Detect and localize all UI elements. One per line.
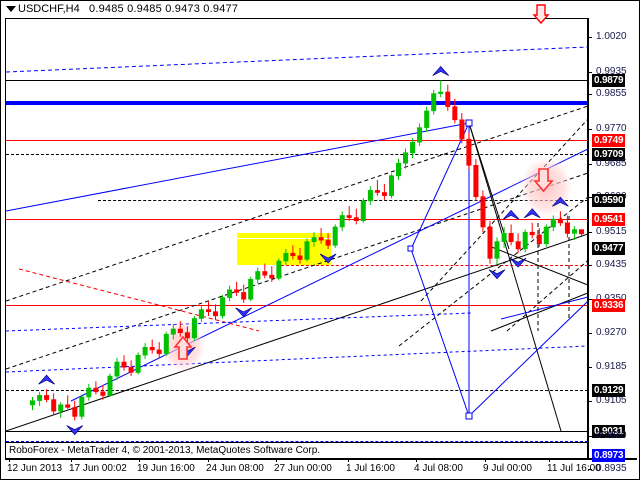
price-tick: [588, 469, 592, 470]
price-tag[interactable]: 0.9336: [592, 299, 626, 312]
price-label: 0.9685: [596, 158, 627, 169]
price-tick: [588, 299, 592, 300]
price-tag[interactable]: 0.9031: [592, 425, 626, 438]
time-label: 12 Jun 2013: [7, 463, 63, 474]
time-tick: [208, 458, 209, 462]
price-label: 0.9935: [596, 66, 627, 77]
symbol-timeframe-label: USDCHF,H4: [18, 3, 80, 15]
price-tick: [588, 232, 592, 233]
price-tag[interactable]: 0.9709: [592, 148, 626, 161]
price-tag[interactable]: 0.9477: [592, 242, 626, 255]
price-tag[interactable]: 0.9590: [592, 194, 626, 207]
level-line-0-8973[interactable]: [6, 441, 588, 442]
plot-bottom-border: [5, 442, 588, 443]
price-tag[interactable]: 0.9541: [592, 213, 626, 226]
time-tick: [276, 458, 277, 462]
time-tick: [139, 458, 140, 462]
price-tag[interactable]: 0.9749: [592, 134, 626, 147]
copyright-text: RoboForex - MetaTrader 4, © 2001-2013, M…: [9, 445, 321, 456]
price-label: 0.9020: [596, 430, 627, 441]
price-label: 1.0020: [596, 31, 627, 42]
price-label: 0.9855: [596, 88, 627, 99]
level-line-0-9749[interactable]: [6, 140, 588, 141]
price-tick: [588, 94, 592, 95]
level-line-0-9031[interactable]: [6, 431, 588, 432]
level-line-0-9709[interactable]: [6, 154, 588, 155]
price-label: 0.8935: [596, 463, 627, 474]
level-line-0-9541[interactable]: [6, 219, 588, 220]
price-tick: [588, 129, 592, 130]
price-tag[interactable]: 0.9129: [592, 384, 626, 397]
price-label: 0.9185: [596, 361, 627, 372]
time-label: 19 Jun 16:00: [137, 463, 195, 474]
level-line-0-9590[interactable]: [98, 200, 588, 201]
consolidation-zone-midline: [237, 238, 331, 239]
level-line-0-9879[interactable]: [6, 80, 588, 81]
time-tick: [485, 458, 486, 462]
price-tag[interactable]: 0.8973: [592, 449, 626, 462]
time-label: 24 Jun 08:00: [206, 463, 264, 474]
level-line-0-9435[interactable]: [281, 265, 588, 266]
price-tick: [588, 265, 592, 266]
level-line-0-9129[interactable]: [6, 390, 588, 391]
price-label: 0.9515: [596, 226, 627, 237]
time-tick: [348, 458, 349, 462]
ohlc-values: 0.9485 0.9485 0.9473 0.9477: [89, 3, 239, 15]
price-tick: [588, 367, 592, 368]
time-label: 11 Jul 16:00: [547, 463, 601, 474]
price-tick: [588, 72, 592, 73]
price-tag[interactable]: 0.9879: [592, 74, 626, 87]
price-tick: [588, 401, 592, 402]
time-tick: [9, 458, 10, 462]
price-tick: [588, 333, 592, 334]
price-tick: [588, 164, 592, 165]
price-label: 0.9270: [596, 327, 627, 338]
level-line-blue-thick[interactable]: [6, 101, 588, 105]
time-label: 27 Jun 00:00: [274, 463, 332, 474]
time-label: 9 Jul 00:00: [483, 463, 532, 474]
price-tick: [588, 37, 592, 38]
time-label: 17 Jun 00:02: [69, 463, 127, 474]
price-label: 0.9105: [596, 395, 627, 406]
time-axis-border: [5, 458, 637, 460]
time-tick: [416, 458, 417, 462]
time-label: 1 Jul 16:00: [346, 463, 395, 474]
chart-header: USDCHF,H4 0.9485 0.9485 0.9473 0.9477: [1, 1, 640, 18]
price-label: 0.9435: [596, 259, 627, 270]
price-tick: [588, 197, 592, 198]
time-label: 4 Jul 08:00: [414, 463, 463, 474]
chevron-down-icon[interactable]: [6, 6, 16, 12]
level-line-0-9336[interactable]: [6, 305, 588, 306]
price-tick: [588, 436, 592, 437]
price-axis-area[interactable]: [588, 18, 637, 459]
time-tick: [71, 458, 72, 462]
time-tick: [549, 458, 550, 462]
price-label: 0.9770: [596, 123, 627, 134]
